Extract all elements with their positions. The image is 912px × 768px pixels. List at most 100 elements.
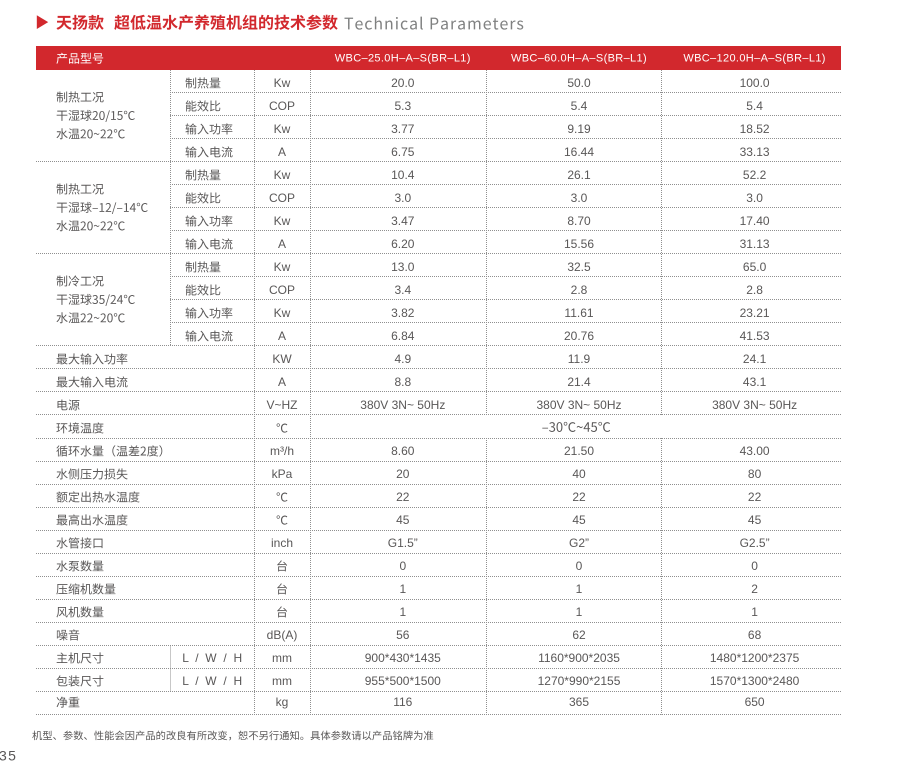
svg-text:6.75: 6.75 bbox=[391, 145, 415, 159]
svg-text:31.13: 31.13 bbox=[740, 237, 770, 251]
svg-text:1570*1300*2480: 1570*1300*2480 bbox=[710, 674, 800, 688]
svg-text:3.77: 3.77 bbox=[391, 122, 415, 136]
svg-text:5.4: 5.4 bbox=[746, 99, 763, 113]
svg-text:6.84: 6.84 bbox=[391, 329, 415, 343]
svg-text:2: 2 bbox=[751, 582, 758, 596]
svg-text:2.8: 2.8 bbox=[571, 283, 588, 297]
svg-text:m³/h: m³/h bbox=[270, 444, 294, 458]
svg-text:L / W / H: L / W / H bbox=[182, 674, 242, 688]
svg-text:43.1: 43.1 bbox=[743, 375, 767, 389]
svg-text:dB(A): dB(A) bbox=[267, 628, 298, 642]
svg-text:G2”: G2” bbox=[569, 536, 589, 550]
svg-text:26.1: 26.1 bbox=[567, 168, 591, 182]
svg-text:20: 20 bbox=[396, 467, 410, 481]
svg-text:1: 1 bbox=[751, 605, 758, 619]
svg-text:380V 3N~ 50Hz: 380V 3N~ 50Hz bbox=[536, 398, 621, 412]
svg-text:3.4: 3.4 bbox=[394, 283, 411, 297]
svg-text:20.76: 20.76 bbox=[564, 329, 594, 343]
svg-text:COP: COP bbox=[269, 99, 295, 113]
svg-text:mm: mm bbox=[272, 651, 292, 665]
svg-text:10.4: 10.4 bbox=[391, 168, 415, 182]
svg-text:23.21: 23.21 bbox=[740, 306, 770, 320]
svg-text:1: 1 bbox=[399, 605, 406, 619]
svg-text:A: A bbox=[278, 145, 286, 159]
svg-text:Kw: Kw bbox=[274, 122, 291, 136]
svg-text:Kw: Kw bbox=[274, 76, 291, 90]
svg-text:8.70: 8.70 bbox=[567, 214, 591, 228]
svg-text:4.9: 4.9 bbox=[394, 352, 411, 366]
svg-text:80: 80 bbox=[748, 467, 762, 481]
svg-text:43.00: 43.00 bbox=[740, 444, 770, 458]
svg-text:1480*1200*2375: 1480*1200*2375 bbox=[710, 651, 800, 665]
svg-text:100.0: 100.0 bbox=[740, 76, 770, 90]
svg-text:21.4: 21.4 bbox=[567, 375, 591, 389]
svg-text:900*430*1435: 900*430*1435 bbox=[365, 651, 441, 665]
svg-text:68: 68 bbox=[748, 628, 762, 642]
svg-text:65.0: 65.0 bbox=[743, 260, 767, 274]
svg-text:33.13: 33.13 bbox=[740, 145, 770, 159]
svg-text:Kw: Kw bbox=[274, 214, 291, 228]
svg-text:955*500*1500: 955*500*1500 bbox=[365, 674, 441, 688]
svg-text:1: 1 bbox=[399, 582, 406, 596]
svg-text:WBC–25.0H–A–S(BR–L1): WBC–25.0H–A–S(BR–L1) bbox=[335, 53, 471, 65]
svg-text:0: 0 bbox=[576, 559, 583, 573]
svg-text:21.50: 21.50 bbox=[564, 444, 594, 458]
svg-text:380V 3N~ 50Hz: 380V 3N~ 50Hz bbox=[360, 398, 445, 412]
svg-text:52.2: 52.2 bbox=[743, 168, 767, 182]
svg-text:3.0: 3.0 bbox=[571, 191, 588, 205]
svg-text:A: A bbox=[278, 237, 286, 251]
svg-text:L / W / H: L / W / H bbox=[182, 651, 242, 665]
svg-text:1160*900*2035: 1160*900*2035 bbox=[538, 651, 620, 665]
svg-text:3.0: 3.0 bbox=[394, 191, 411, 205]
svg-text:45: 45 bbox=[748, 513, 762, 527]
svg-text:11.61: 11.61 bbox=[564, 306, 593, 320]
svg-text:COP: COP bbox=[269, 283, 295, 297]
svg-text:15.56: 15.56 bbox=[564, 237, 594, 251]
svg-text:A: A bbox=[278, 329, 286, 343]
svg-text:mm: mm bbox=[272, 674, 292, 688]
svg-text:56: 56 bbox=[396, 628, 410, 642]
svg-text:2.8: 2.8 bbox=[746, 283, 763, 297]
svg-text:380V 3N~ 50Hz: 380V 3N~ 50Hz bbox=[712, 398, 797, 412]
svg-text:WBC–60.0H–A–S(BR–L1): WBC–60.0H–A–S(BR–L1) bbox=[511, 53, 647, 65]
svg-text:45: 45 bbox=[572, 513, 586, 527]
svg-text:18.52: 18.52 bbox=[740, 122, 770, 136]
svg-text:35: 35 bbox=[0, 748, 17, 764]
svg-text:8.8: 8.8 bbox=[394, 375, 411, 389]
svg-text:22: 22 bbox=[396, 490, 410, 504]
svg-text:8.60: 8.60 bbox=[391, 444, 415, 458]
svg-text:1270*990*2155: 1270*990*2155 bbox=[538, 674, 621, 688]
svg-text:20.0: 20.0 bbox=[391, 76, 415, 90]
svg-text:50.0: 50.0 bbox=[567, 76, 591, 90]
svg-text:24.1: 24.1 bbox=[743, 352, 767, 366]
svg-text:41.53: 41.53 bbox=[740, 329, 770, 343]
svg-text:kPa: kPa bbox=[272, 467, 293, 481]
svg-text:16.44: 16.44 bbox=[564, 145, 594, 159]
svg-text:17.40: 17.40 bbox=[740, 214, 770, 228]
svg-text:365: 365 bbox=[569, 695, 589, 709]
svg-text:A: A bbox=[278, 375, 286, 389]
svg-text:650: 650 bbox=[745, 695, 765, 709]
svg-text:3.47: 3.47 bbox=[391, 214, 415, 228]
svg-text:3.0: 3.0 bbox=[746, 191, 763, 205]
svg-text:inch: inch bbox=[271, 536, 293, 550]
svg-text:0: 0 bbox=[399, 559, 406, 573]
svg-text:WBC–120.0H–A–S(BR–L1): WBC–120.0H–A–S(BR–L1) bbox=[683, 53, 825, 65]
svg-text:COP: COP bbox=[269, 191, 295, 205]
svg-text:116: 116 bbox=[393, 695, 412, 709]
svg-text:1: 1 bbox=[576, 605, 583, 619]
svg-text:32.5: 32.5 bbox=[567, 260, 591, 274]
svg-text:22: 22 bbox=[572, 490, 586, 504]
svg-text:5.4: 5.4 bbox=[571, 99, 588, 113]
svg-text:62: 62 bbox=[572, 628, 586, 642]
svg-text:Kw: Kw bbox=[274, 306, 291, 320]
svg-text:1: 1 bbox=[576, 582, 583, 596]
svg-text:V~HZ: V~HZ bbox=[266, 398, 297, 412]
svg-text:G2.5”: G2.5” bbox=[740, 536, 770, 550]
svg-text:22: 22 bbox=[748, 490, 762, 504]
svg-text:kg: kg bbox=[276, 695, 289, 709]
svg-text:Kw: Kw bbox=[274, 260, 291, 274]
svg-text:11.9: 11.9 bbox=[568, 352, 591, 366]
svg-text:6.20: 6.20 bbox=[391, 237, 415, 251]
svg-text:G1.5”: G1.5” bbox=[388, 536, 418, 550]
